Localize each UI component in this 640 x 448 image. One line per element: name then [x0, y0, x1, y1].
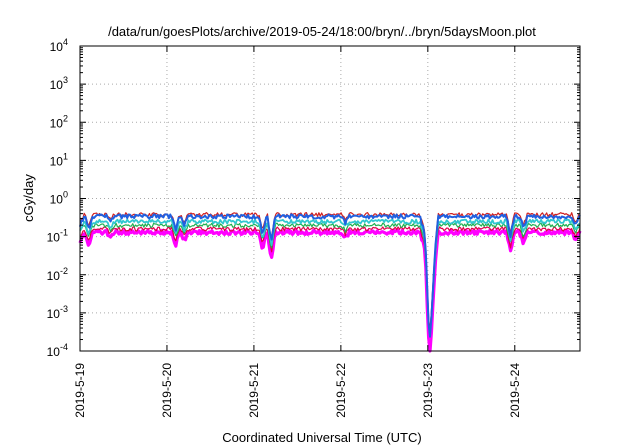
series-line	[78, 228, 582, 353]
series-line	[79, 218, 581, 335]
series-lines	[78, 212, 582, 353]
chart-title: /data/run/goesPlots/archive/2019-05-24/1…	[108, 24, 536, 39]
x-tick-label: 2019-5-24	[508, 363, 522, 418]
x-axis-label: Coordinated Universal Time (UTC)	[222, 430, 421, 445]
series-line	[79, 226, 581, 334]
x-tick-label: 2019-5-20	[160, 363, 174, 418]
x-tick-label: 2019-5-19	[73, 363, 87, 418]
x-tick-label: 2019-5-21	[247, 363, 261, 418]
y-axis-label: cGy/day	[21, 174, 36, 222]
y-tick-label: 102	[50, 113, 68, 130]
y-tick-label: 101	[50, 151, 68, 168]
y-tick-label: 100	[50, 190, 68, 207]
y-tick-label: 10-3	[47, 304, 68, 321]
y-tick-label: 104	[50, 37, 68, 54]
series-line	[79, 222, 581, 337]
y-tick-label: 103	[50, 75, 68, 92]
y-tick-label: 10-2	[47, 266, 68, 283]
y-tick-label: 10-1	[47, 228, 68, 245]
x-tick-label: 2019-5-23	[421, 363, 435, 418]
x-tick-label: 2019-5-22	[334, 363, 348, 418]
y-tick-label: 10-4	[47, 342, 68, 359]
y-axis-ticks: 10-4 10-3 10-2 10-1 100 101 102 103 104	[47, 37, 580, 359]
series-line	[79, 213, 581, 338]
x-axis-ticks: 2019-5-19 2019-5-20 2019-5-21 2019-5-22 2019…	[73, 46, 522, 418]
grid-lines	[80, 46, 580, 351]
